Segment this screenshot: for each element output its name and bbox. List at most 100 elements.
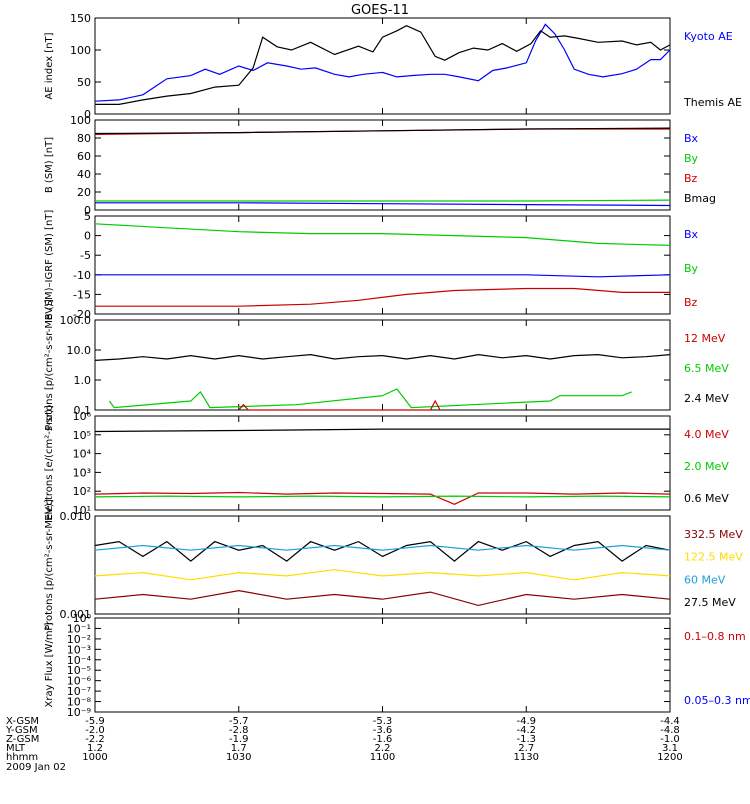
legend-item: 12 MeV [684,332,726,345]
y-tick-label: 10.0 [67,344,92,357]
y-tick-label: 10⁻⁸ [67,696,92,709]
y-tick-label: 0 [84,204,91,217]
legend-item: 60 MeV [684,573,726,586]
y-tick-label: -10 [73,269,91,282]
series-60-mev [94,544,671,551]
x-axis-value: 1130 [514,752,539,763]
y-tick-label: 20 [77,186,91,199]
series-12-mev [238,399,441,411]
y-tick-label: 10¹ [73,504,91,517]
x-axis-value: 3.1 [662,743,678,754]
series-27-5-mev [94,540,671,562]
legend-item: Bx [684,228,699,241]
panel-frame [94,215,671,315]
series-by [95,199,671,202]
y-tick-label: 80 [77,132,91,145]
x-axis-value: -2.0 [85,725,105,736]
y-tick-label: 10⁰ [73,612,92,625]
y-tick-label: 100.0 [60,314,92,327]
legend-item: 0.6 MeV [684,492,729,505]
x-axis-value: 2.2 [375,743,391,754]
series-0-6-mev [94,428,670,433]
date-label: 2009 Jan 02 [6,762,66,773]
y-tick-label: -20 [73,308,91,321]
x-axis-value: 1.2 [87,743,103,754]
y-tick-label: -5 [80,249,91,262]
panel-3: -20 -15 -10 -5 0 5 B (SM)–IGRF (SM) [nT] Bx By Bz [44,210,699,321]
panel-2: 0 20 40 60 80 100 B (SM) [nT] Bx By Bz Bmag [44,114,716,217]
y-tick-label: 40 [77,168,91,181]
y-tick-label: 10⁻² [67,633,91,646]
series-bx [95,202,671,207]
x-axis-value: -1.0 [660,734,680,745]
legend-item: By [684,152,699,165]
y-tick-label: 150 [70,12,91,25]
legend-item: 2.0 MeV [684,460,729,473]
y-tick-label: 50 [77,76,91,89]
x-axis-value: -1.6 [373,734,393,745]
y-tick-label: 1.0 [74,374,92,387]
y-tick-label: 10⁻⁶ [67,675,92,688]
x-axis-value: -2.8 [229,725,249,736]
x-axis-value: -4.9 [516,716,536,727]
series-by [94,223,671,246]
x-axis-value: 1.7 [231,743,247,754]
y-tick-label: 60 [77,150,91,163]
x-axis-value: -4.2 [516,725,536,736]
y-tick-label: 10⁶ [73,410,92,423]
y-tick-label: 10² [73,485,91,498]
x-axis-value: -4.8 [660,725,680,736]
x-axis-value: -4.4 [660,716,680,727]
series-bx [95,274,671,278]
panel-4: 0.1 1.0 10.0 100.0 Protons [p/(cm²-s-sr-MeV)… [44,299,729,431]
x-axis-value: -5.7 [229,716,249,727]
y-tick-label: 10⁻³ [67,643,91,656]
y-axis-label: Electrons [e/(cm²-s-sr)] [44,405,55,521]
panel-7: 10⁻⁹10⁻⁸10⁻⁷10⁻⁶10⁻⁵10⁻⁴10⁻³10⁻²10⁻¹10⁰ X… [44,612,750,719]
y-tick-label: 0 [84,108,91,121]
y-tick-label: 0.001 [60,608,92,621]
series-2-4-mev [94,353,671,361]
plot-title: GOES-11 [351,3,409,18]
legend-item: 2.4 MeV [684,392,729,405]
series-4-0-mev [94,491,671,505]
legend-item: Bmag [684,192,716,205]
y-axis-label: B (SM) [nT] [44,137,55,193]
x-axis-row-label: hhmm [6,752,38,763]
y-tick-label: 10⁵ [73,429,91,442]
y-axis-label: Protons [p/(cm²-s-sr-MeV)] [44,299,55,431]
panel-6: 0.001 0.010 Protons [p/(cm²-s-sr-MeV)] 332.… [44,499,743,631]
legend-item: Bx [684,132,699,145]
y-tick-label: 10⁻⁴ [67,654,92,667]
x-axis-value: 2.7 [518,743,534,754]
series-6-5-mev [108,388,632,409]
series-bz [95,287,670,307]
x-axis-row-label: Z-GSM [6,734,39,745]
legend-item: Kyoto AE [684,30,733,43]
series-bz [94,128,670,135]
legend-item: 0.1–0.8 nm [684,630,746,643]
y-tick-label: 10⁻⁵ [67,664,91,677]
x-axis-value: 1200 [657,752,682,763]
x-axis-value: -2.2 [85,734,105,745]
x-axis-value: 1030 [226,752,251,763]
legend-item: By [684,262,699,275]
panel-frame [94,17,671,115]
legend-item: Bz [684,296,698,309]
legend-item: Themis AE [683,96,742,109]
x-axis-value: -3.6 [373,725,393,736]
y-tick-label: 5 [84,210,91,223]
legend-item: 0.05–0.3 nm [684,694,750,707]
series-themis-ae [95,25,671,106]
legend-item: 4.0 MeV [684,428,729,441]
y-tick-label: 0 [84,230,91,243]
series-bmag [94,127,671,135]
legend-item: 122.5 MeV [684,551,743,564]
y-axis-label: B (SM)–IGRF (SM) [nT] [44,210,55,321]
x-axis-row-label: MLT [6,743,26,754]
x-axis-value: 1100 [370,752,395,763]
y-axis-label: Protons [p/(cm²-s-sr-MeV)] [44,499,55,631]
